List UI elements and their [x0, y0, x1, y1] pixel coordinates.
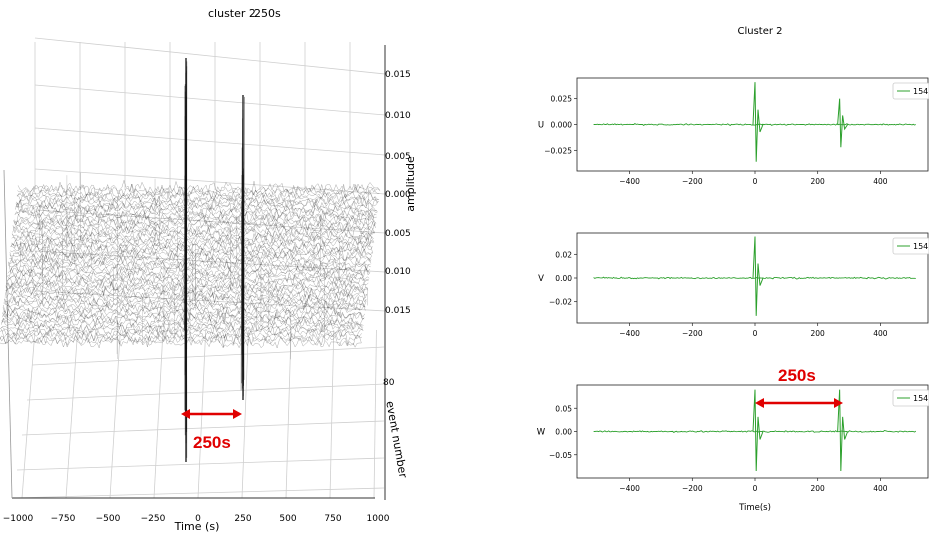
- grid-line: [32, 347, 384, 365]
- left-x-tick-label: −500: [96, 514, 121, 524]
- trace-line: [594, 277, 916, 279]
- left-amplitude-axis-label: amplitude: [404, 156, 417, 212]
- left-amplitude-tick-label: 0.015: [385, 306, 411, 316]
- subplot-x-tick-label: 200: [811, 329, 826, 338]
- subplot-w: W 0.05 0.00 −0.05 −400 −200 0 200 400 154: [537, 385, 929, 493]
- subplot-y-tick-label: −0.025: [544, 146, 572, 155]
- right-x-axis-label: Time(s): [738, 503, 771, 513]
- subplot-x-tick-label: −400: [619, 484, 640, 493]
- left-amplitude-tick-label: 0.015: [385, 70, 411, 80]
- grid-line: [35, 128, 385, 155]
- subplot-x-tick-label: 0: [753, 484, 758, 493]
- subplot-y-tick-label: 0.025: [551, 95, 573, 104]
- left-x-tick-label: −1000: [3, 514, 34, 524]
- subplot-y-label: W: [537, 428, 546, 438]
- legend-label: 154: [913, 394, 928, 403]
- subplot-legend: 154: [893, 390, 929, 406]
- left-amplitude-tick-label: 0.005: [385, 229, 411, 239]
- left-x-axis-label: Time (s): [174, 520, 220, 533]
- subplot-y-tick-label: 0.02: [555, 250, 572, 259]
- grid-line: [27, 384, 384, 400]
- left-x-tick-label: 500: [279, 514, 296, 524]
- subplot-x-tick-label: −200: [682, 484, 703, 493]
- left-amplitude-tick-label: 0.010: [385, 267, 411, 277]
- noise-trace: [7, 275, 369, 288]
- left-event-axis-label: event number: [383, 400, 409, 479]
- subplot-x-tick-label: 400: [873, 484, 888, 493]
- grid-line: [110, 330, 120, 498]
- grid-line: [66, 330, 78, 498]
- left-spike-lines: [184, 58, 244, 462]
- grid-line: [22, 330, 35, 498]
- legend-label: 154: [913, 242, 928, 251]
- left-x-tick-label: −250: [141, 514, 166, 524]
- trace-line: [594, 124, 916, 126]
- grid-line: [35, 85, 385, 115]
- left-x-tick-label: 750: [324, 514, 341, 524]
- subplot-x-tick-label: 200: [811, 177, 826, 186]
- subplot-legend: 154: [893, 238, 929, 254]
- subplot-x-tick-label: 200: [811, 484, 826, 493]
- subplot-y-label: U: [538, 121, 544, 131]
- trace-line: [594, 431, 916, 433]
- left-chart-subtitle: 250s: [254, 7, 281, 20]
- left-x-tick-label: 1000: [367, 514, 390, 524]
- trace-spike: [753, 237, 763, 316]
- grid-line: [154, 330, 163, 498]
- subplot-y-tick-label: −0.05: [549, 451, 572, 460]
- grid-line: [286, 330, 291, 498]
- subplot-y-tick-label: 0.05: [555, 404, 572, 413]
- left-amplitude-tick-label: 0.010: [385, 111, 411, 121]
- grid-line: [35, 38, 385, 74]
- subplot-y-tick-label: 0.00: [555, 428, 572, 437]
- left-chart-title: cluster 2: [208, 7, 256, 20]
- left-x-tick-label: −750: [51, 514, 76, 524]
- right-chart-title: Cluster 2: [737, 26, 782, 37]
- subplot-y-label: V: [538, 274, 544, 284]
- subplot-v: V 0.02 0.00 −0.02 −400 −200 0 200 400 154: [538, 233, 929, 338]
- subplot-y-tick-label: 0.00: [555, 274, 572, 283]
- left-noise-traces: [0, 173, 380, 360]
- grid-line: [330, 330, 334, 498]
- subplot-x-tick-label: 0: [753, 329, 758, 338]
- subplot-x-tick-label: 400: [873, 329, 888, 338]
- left-event-tick-label: 80: [383, 378, 395, 388]
- grid-line: [17, 458, 384, 470]
- legend-label: 154: [913, 87, 928, 96]
- subplot-y-tick-label: 0.000: [551, 121, 573, 130]
- left-x-tick-label: 250: [234, 514, 251, 524]
- right-250s-arrow: [755, 398, 843, 408]
- subplot-x-tick-label: −200: [682, 329, 703, 338]
- subplot-x-tick-label: −200: [682, 177, 703, 186]
- subplot-x-tick-label: 400: [873, 177, 888, 186]
- subplot-y-tick-label: −0.02: [549, 298, 572, 307]
- trace-spike: [838, 99, 848, 148]
- left-250s-annotation: 250s: [193, 433, 231, 452]
- trace-spike: [753, 82, 763, 162]
- grid-line: [374, 330, 376, 498]
- subplot-x-tick-label: −400: [619, 177, 640, 186]
- subplot-x-tick-label: 0: [753, 177, 758, 186]
- right-250s-annotation: 250s: [778, 366, 816, 385]
- subplot-x-tick-label: −400: [619, 329, 640, 338]
- subplot-legend: 154: [893, 83, 929, 99]
- left-250s-arrow: [181, 409, 242, 419]
- subplot-u: U 0.025 0.000 −0.025 −400 −200 0 200 400 154: [538, 78, 929, 186]
